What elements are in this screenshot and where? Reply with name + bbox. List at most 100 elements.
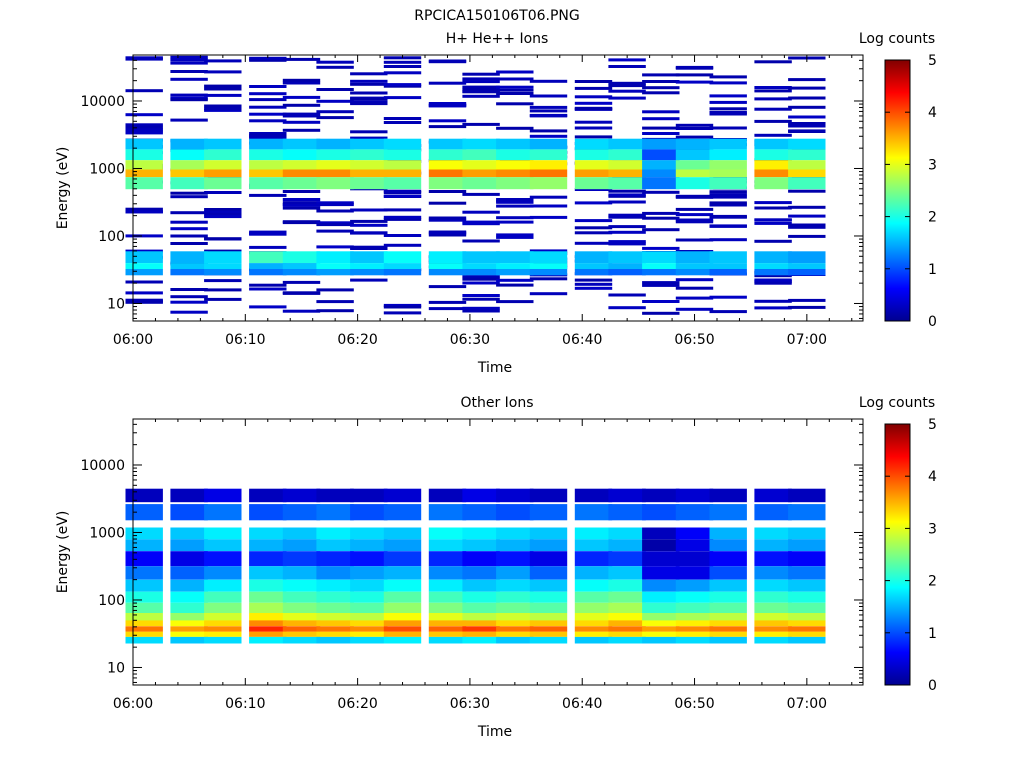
heatmap-cell: [125, 551, 163, 567]
heatmap-cell: [282, 128, 321, 132]
heatmap-cell: [204, 138, 242, 150]
heatmap-cell: [574, 631, 613, 637]
colorbar-gradient: [884, 59, 911, 322]
heatmap-cell: [249, 85, 287, 88]
heatmap-cell: [675, 251, 714, 264]
heatmap-cell: [608, 566, 646, 580]
heatmap-cell: [709, 551, 747, 567]
x-tick-label: 06:20: [337, 696, 377, 712]
heatmap-cell: [709, 602, 747, 613]
heatmap-cell: [125, 249, 163, 253]
heatmap-cell: [788, 620, 826, 627]
heatmap-cell: [608, 240, 646, 244]
heatmap-cell: [709, 263, 747, 269]
heatmap-cell: [462, 80, 500, 84]
heatmap-cell: [282, 488, 321, 503]
heatmap-cell: [529, 79, 568, 83]
heatmap-cell: [350, 208, 388, 212]
heatmap-cell: [709, 177, 747, 190]
heatmap-cell: [125, 127, 163, 131]
heatmap-cell: [316, 527, 354, 540]
heatmap-cell: [350, 231, 388, 235]
heatmap-cell: [675, 286, 714, 290]
heatmap-cell: [350, 169, 388, 178]
heatmap-cell: [709, 613, 747, 621]
heatmap-cell: [496, 216, 534, 220]
heatmap-cell: [675, 307, 714, 311]
heatmap-cell: [350, 251, 388, 264]
heatmap-cell: [316, 138, 354, 150]
heatmap-cell: [608, 631, 646, 637]
heatmap-cell: [608, 527, 646, 540]
heatmap-cell: [709, 566, 747, 580]
heatmap-cell: [383, 539, 422, 552]
heatmap-cell: [675, 296, 714, 300]
axes: 06:00 06:10 06:20 06:30 06:40 06:50 07:00 10 100…: [80, 55, 863, 348]
heatmap-cell: [282, 602, 321, 613]
heatmap-cell: [462, 275, 500, 279]
heatmap-cell: [170, 227, 208, 231]
heatmap-cell: [316, 229, 354, 233]
heatmap-cell: [204, 613, 242, 621]
y-tick-label: 10000: [80, 458, 125, 474]
heatmap-cell: [709, 126, 747, 130]
heatmap-cell: [249, 169, 287, 178]
heatmap-cell: [428, 102, 467, 105]
heatmap-cell: [642, 86, 680, 90]
heatmap-cell: [428, 602, 467, 613]
heatmap-cell: [754, 602, 792, 613]
heatmap-cell: [675, 591, 714, 603]
heatmap-cell: [316, 209, 354, 213]
heatmap-cell: [383, 269, 422, 276]
heatmap-cell: [788, 527, 826, 540]
heatmap-cell: [282, 78, 321, 82]
x-tick-label: 06:30: [450, 332, 490, 348]
heatmap-cell: [350, 149, 388, 161]
heatmap-cell: [788, 251, 826, 264]
heatmap-cell: [608, 306, 646, 310]
heatmap-cell: [462, 636, 500, 644]
heatmap-cell: [788, 223, 826, 227]
heatmap-cell: [383, 160, 422, 170]
heatmap-cell: [574, 251, 613, 264]
heatmap-cell: [754, 133, 792, 137]
heatmap-cell: [383, 208, 422, 212]
heatmap-cell: [574, 566, 613, 580]
heatmap-cell: [754, 504, 792, 521]
heatmap-cell: [383, 251, 422, 264]
heatmap-cell: [574, 126, 613, 130]
heatmap-cell: [608, 65, 646, 68]
heatmap-cell: [204, 177, 242, 190]
heatmap-cell: [529, 269, 568, 276]
heatmap-cell: [709, 169, 747, 178]
heatmap-cell: [642, 566, 680, 580]
heatmap-cell: [788, 298, 826, 302]
heatmap-cell: [249, 193, 287, 197]
heatmap-cell: [529, 138, 568, 150]
heatmap-cell: [350, 177, 388, 190]
heatmap-cell: [428, 504, 467, 521]
heatmap-cell: [788, 263, 826, 269]
heatmap-cell: [249, 620, 287, 627]
heatmap-cell: [675, 631, 714, 637]
heatmap-cell: [428, 81, 467, 85]
heatmap-cell: [754, 97, 792, 101]
heatmap-cell: [462, 566, 500, 580]
heatmap-cell: [462, 620, 500, 627]
heatmap-cell: [316, 504, 354, 521]
heatmap-cell: [316, 269, 354, 276]
heatmap-cell: [249, 177, 287, 190]
heatmap-cell: [350, 97, 388, 101]
heatmap-cell: [788, 78, 826, 82]
heatmap-cell: [496, 504, 534, 521]
heatmap-cell: [788, 626, 826, 632]
heatmap-cell: [462, 631, 500, 637]
heatmap-cell: [675, 504, 714, 521]
heatmap-cell: [282, 221, 321, 225]
heatmap-cell: [462, 539, 500, 552]
heatmap-cell: [204, 107, 242, 111]
heatmap-cell: [529, 204, 568, 208]
heatmap-cell: [529, 551, 568, 567]
heatmap-cell: [574, 591, 613, 603]
heatmap-cell: [529, 249, 568, 253]
